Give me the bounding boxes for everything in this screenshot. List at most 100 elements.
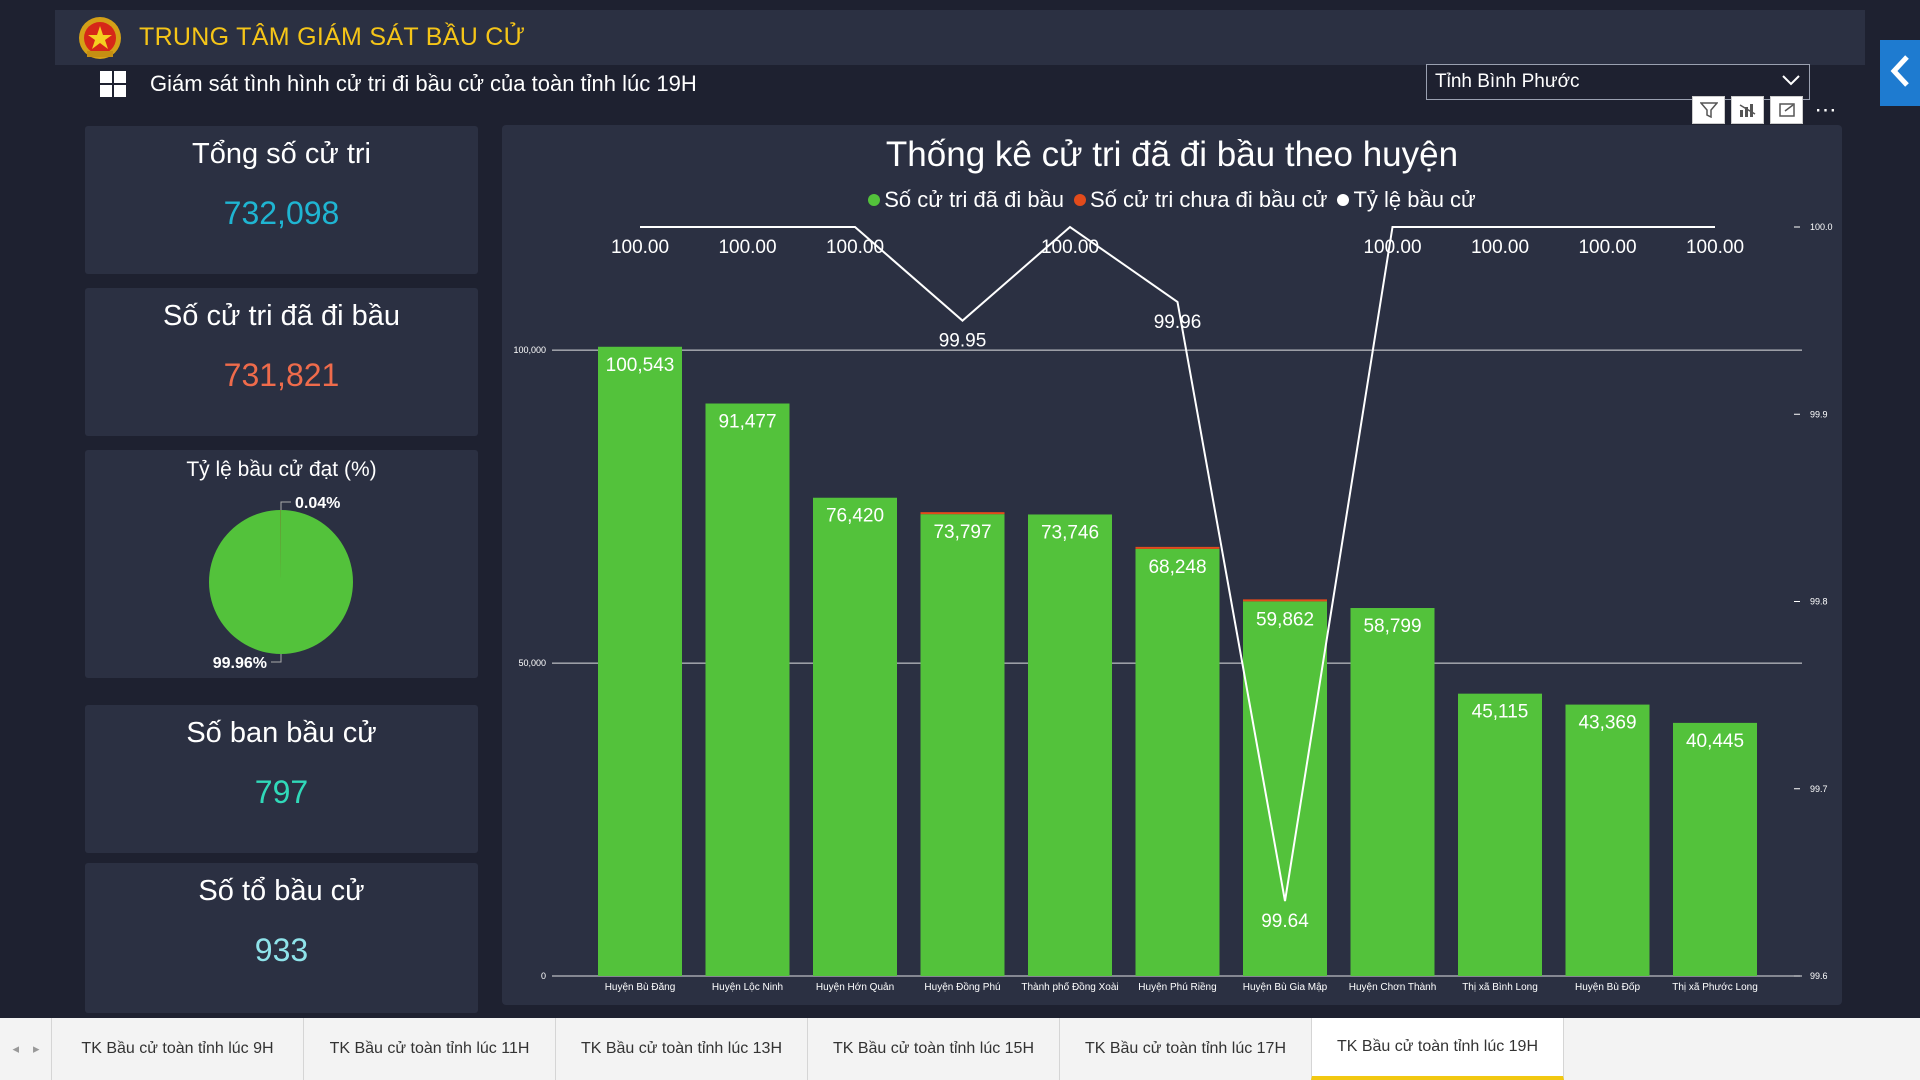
x-tick-label: Huyện Lộc Ninh [712,982,783,993]
collapse-pane-button[interactable] [1880,40,1920,106]
bar-data-label: 100,543 [606,355,675,376]
more-options-icon[interactable]: ⋯ [1814,97,1837,122]
x-tick-label: Huyện Bù Đốp [1575,981,1640,993]
bar-not-voted[interactable] [1243,599,1327,602]
page-tab-19h[interactable]: TK Bầu cử toàn tỉnh lúc 19H [1311,1018,1564,1080]
turnout-rate-line[interactable] [640,225,1715,902]
card-value: 731,821 [223,357,340,393]
page-tab-17h[interactable]: TK Bầu cử toàn tỉnh lúc 17H [1059,1018,1312,1080]
bar-data-label: 45,115 [1472,702,1529,723]
line-data-label: 100.00 [1686,237,1744,258]
card-value: 797 [254,774,309,810]
app-title: TRUNG TÂM GIÁM SÁT BẦU CỬ [139,23,526,51]
bar-data-label: 58,799 [1363,616,1421,637]
y-right-tick-label: 99.9 [1810,409,1828,419]
legend-item[interactable]: Số cử tri chưa đi bầu cử [1074,187,1327,213]
line-data-label: 100.00 [1041,237,1099,258]
bar-voted[interactable] [1028,514,1112,976]
bar-not-voted[interactable] [1135,546,1220,549]
y-right-tick-label: 99.8 [1810,597,1828,607]
legend-item[interactable]: Số cử tri đã đi bầu [868,187,1064,213]
grid-icon[interactable] [100,71,126,97]
bar-not-voted[interactable] [920,512,1005,515]
bar-voted[interactable] [1350,608,1435,976]
bar-data-label: 73,797 [933,522,991,543]
page-tab-11h[interactable]: TK Bầu cử toàn tỉnh lúc 11H [303,1018,556,1080]
card-boards: Số ban bầu cử 797 [85,705,478,853]
line-data-label: 99.96 [1154,312,1202,333]
bar-voted[interactable] [598,346,682,976]
card-value: 732,098 [223,195,340,231]
bar-data-label: 68,248 [1148,557,1206,578]
district-chart-panel: Thống kê cử tri đã đi bầu theo huyện Số … [502,125,1842,1005]
pie-title: Tỷ lệ bầu cử đạt (%) [186,458,377,481]
bar-voted[interactable] [705,403,790,976]
y-left-tick-label: 0 [541,971,546,981]
chevron-left-icon [1889,54,1911,93]
legend-label: Số cử tri đã đi bầu [884,187,1065,212]
bar-voted[interactable] [813,497,897,976]
bar-voted[interactable] [1243,601,1327,976]
focus-mode-icon[interactable] [1770,96,1803,124]
chart-legend: Số cử tri đã đi bầu Số cử tri chưa đi bầ… [502,187,1842,213]
bar-voted[interactable] [1673,722,1757,976]
x-tick-label: Thị xã Phước Long [1672,982,1758,993]
pie-slice[interactable] [208,510,353,654]
national-emblem-icon [77,15,123,61]
pie-leader-line [271,654,282,663]
legend-dot [1337,194,1350,206]
legend-dot [868,194,881,206]
card-title: Số ban bầu cử [186,717,377,749]
bar-data-label: 91,477 [718,412,776,433]
page-tab-15h[interactable]: TK Bầu cử toàn tỉnh lúc 15H [807,1018,1060,1080]
page-tab-9h[interactable]: TK Bầu cử toàn tỉnh lúc 9H [51,1018,304,1080]
line-data-label: 100.00 [718,237,776,258]
bar-voted[interactable] [920,514,1005,976]
card-total-voters: Tổng số cử tri 732,098 [85,126,478,274]
y-right-tick-label: 99.6 [1810,971,1828,981]
line-data-label: 100.00 [1363,237,1421,258]
pie-label-large: 99.96% [213,655,267,672]
x-tick-label: Huyện Chơn Thành [1349,982,1437,993]
page-subtitle: Giám sát tình hình cử tri đi bầu cử của … [150,71,697,96]
x-tick-label: Huyện Bù Gia Mập [1243,982,1328,993]
legend-dot [1074,194,1087,206]
y-left-tick-label: 100,000 [513,345,546,355]
line-data-label: 100.00 [1471,237,1529,258]
province-slicer[interactable]: Tỉnh Bình Phước [1426,64,1810,100]
drill-icon[interactable] [1731,96,1764,124]
card-title: Tổng số cử tri [192,138,371,170]
line-data-label: 100.00 [826,237,884,258]
bar-data-label: 40,445 [1686,731,1744,752]
line-data-label: 100.00 [611,237,669,258]
bar-data-label: 59,862 [1256,609,1314,630]
bar-line-chart: 0 50,000 100,000 99.6 99.7 99.8 99.9 100.0 100,5… [513,222,1832,993]
card-value: 933 [254,932,309,968]
pie-leader-line [280,501,291,510]
bar-voted[interactable] [1458,693,1542,976]
bar-data-label: 43,369 [1578,713,1636,734]
bar-data-label: 76,420 [826,506,884,527]
bar-voted[interactable] [1135,548,1220,976]
page-nav-arrows: ◂ ▸ [0,1018,52,1080]
legend-label: Tỷ lệ bầu cử [1353,187,1476,212]
x-tick-label: Huyện Phú Riềng [1138,981,1216,993]
line-data-label: 99.95 [939,331,987,352]
legend-item[interactable]: Tỷ lệ bầu cử [1337,187,1476,213]
bar-voted[interactable] [1565,704,1650,976]
subtitle-row: Giám sát tình hình cử tri đi bầu cử của … [100,68,697,100]
x-tick-label: Huyện Hớn Quản [816,982,894,993]
page-next-icon[interactable]: ▸ [33,1041,40,1056]
filter-icon[interactable] [1692,96,1725,124]
legend-label: Số cử tri chưa đi bầu cử [1090,187,1328,212]
pie-label-small: 0.04% [295,495,340,512]
chevron-down-icon[interactable] [1781,73,1801,91]
card-title: Số cử tri đã đi bầu [162,300,401,332]
slicer-selected-value: Tỉnh Bình Phước [1435,71,1580,92]
page-tabs-bar: ◂ ▸ TK Bầu cử toàn tỉnh lúc 9H TK Bầu cử… [0,1018,1920,1080]
page-prev-icon[interactable]: ◂ [12,1041,19,1056]
page-tab-13h[interactable]: TK Bầu cử toàn tỉnh lúc 13H [555,1018,808,1080]
x-tick-label: Huyện Đồng Phú [924,981,1000,993]
top-bar: TRUNG TÂM GIÁM SÁT BẦU CỬ [55,10,1865,65]
x-tick-label: Huyện Bù Đăng [605,982,676,993]
